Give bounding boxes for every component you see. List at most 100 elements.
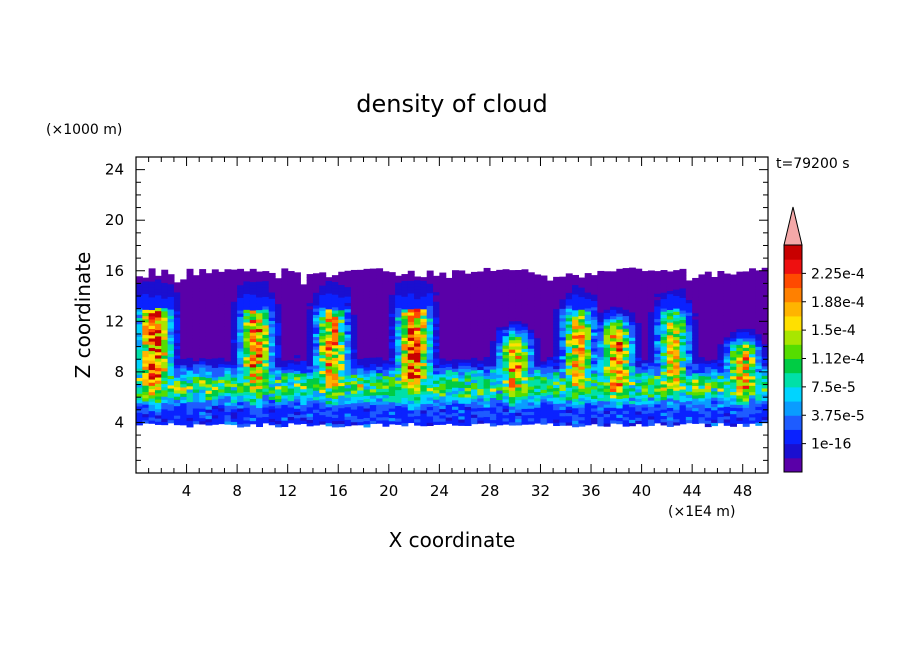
density-cell [628,270,636,275]
density-cell [521,294,529,299]
density-cell [350,364,358,369]
density-cell [483,365,491,370]
density-cell [395,392,403,397]
density-cell [749,404,756,408]
density-cell [173,355,181,359]
density-cell [723,358,731,363]
density-cell [452,276,459,281]
density-cell [401,413,409,417]
density-cell [167,350,175,354]
density-cell [546,312,554,316]
density-cell [736,334,744,339]
density-cell [281,281,289,285]
density-cell [755,409,763,414]
density-cell [243,325,251,329]
density-cell [420,289,428,294]
density-cell [268,317,276,321]
density-cell [489,340,497,345]
density-cell [698,356,706,361]
density-cell [546,381,554,386]
density-cell [603,283,611,288]
density-cell [730,350,737,355]
density-cell [673,314,681,319]
density-cell [584,333,592,337]
density-cell [641,378,649,383]
density-cell [742,299,750,304]
density-cell [275,401,282,406]
density-cell [262,302,270,307]
density-cell [730,407,737,412]
density-cell [262,406,270,411]
density-cell [452,273,459,278]
density-cell [489,365,497,370]
density-cell [262,277,270,282]
density-cell [218,372,226,377]
density-cell [395,326,403,331]
density-cell [161,351,169,356]
density-cell [376,410,384,415]
density-cell [300,347,308,352]
density-cell [300,357,308,361]
density-cell [218,309,226,314]
density-cell [698,296,706,301]
density-cell [167,305,175,310]
density-cell [344,308,352,313]
density-cell [218,388,226,393]
density-cell [470,366,478,371]
density-cell [287,410,295,414]
density-cell [167,280,175,285]
density-cell [578,309,586,313]
density-cell [401,378,409,383]
density-cell [616,278,624,283]
density-cell [521,297,529,302]
density-cell [527,319,535,324]
density-cell [654,318,662,323]
density-cell [407,359,415,364]
density-cell [344,337,352,341]
density-cell [445,303,453,307]
density-cell [483,274,491,279]
density-cell [426,321,434,325]
density-cell [319,284,327,289]
density-cell [496,370,504,375]
density-cell [452,317,459,322]
density-cell [603,353,611,358]
density-cell [464,400,472,404]
density-cell [180,279,188,284]
density-cell [268,402,276,407]
density-cell [192,284,200,289]
density-cell [439,326,447,331]
density-cell [205,320,213,325]
density-cell [717,343,725,348]
density-cell [142,280,150,285]
density-cell [464,289,472,294]
density-cell [489,359,497,364]
density-cell [591,306,598,311]
density-cell [382,340,390,345]
density-cell [584,348,592,353]
density-cell [148,344,156,348]
density-cell [180,307,188,312]
density-cell [610,366,617,370]
density-cell [673,339,681,344]
density-cell [230,421,238,426]
density-cell [275,325,282,330]
density-cell [237,268,245,273]
density-cell [268,288,276,293]
density-cell [730,306,737,310]
density-cell [205,383,213,388]
density-cell [319,417,327,422]
density-cell [470,344,478,349]
density-cell [527,398,535,403]
density-cell [477,416,485,421]
density-cell [325,365,333,370]
density-cell [508,390,516,394]
density-cell [679,407,687,412]
density-cell [237,414,245,418]
density-cell [243,353,251,358]
density-cell [192,332,200,336]
density-cell [584,396,592,401]
density-cell [199,389,207,393]
density-cell [755,273,763,278]
density-cell [230,288,238,293]
